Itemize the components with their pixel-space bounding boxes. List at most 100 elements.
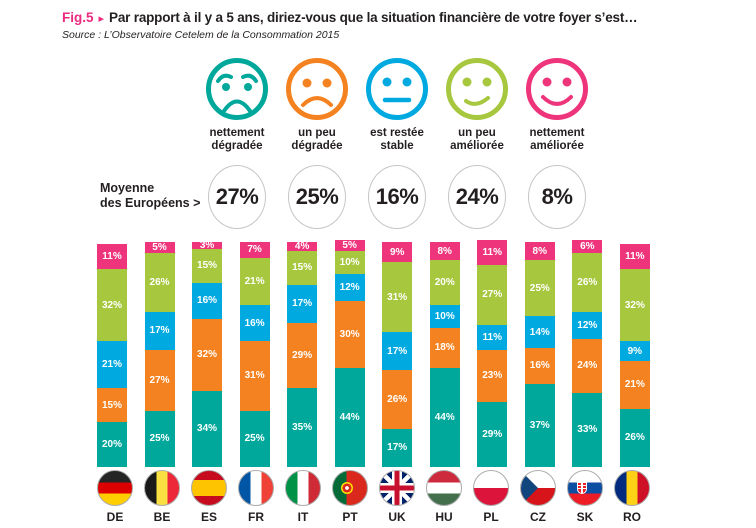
segment-value-label: 27% <box>482 289 503 301</box>
segment-value-label: 11% <box>482 246 502 258</box>
bars-row: 11% 32% 21% 15% 20% 5% 26% 17% 27% 25% 3% 15% 16% 32%… <box>97 239 650 467</box>
country-code-label: PT <box>342 510 358 524</box>
segment-value-label: 33% <box>577 424 598 436</box>
segment-FR-much-better: 7% <box>239 242 270 258</box>
segment-value-label: 37% <box>529 419 550 431</box>
flag-SK-icon <box>567 470 603 506</box>
smiley-very-sad-icon <box>206 58 268 120</box>
flag-DE-icon <box>97 470 133 506</box>
arrow-icon: ▸ <box>98 13 105 25</box>
bar-SK: 6% 26% 12% 24% 33% <box>572 239 603 467</box>
segment-HU-bit-better: 20% <box>429 260 460 305</box>
segment-value-label: 32% <box>624 299 645 311</box>
segment-BE-much-worse: 25% <box>144 410 175 467</box>
segment-value-label: 12% <box>339 281 360 293</box>
segment-UK-bit-worse: 26% <box>382 370 413 429</box>
segment-FR-stable: 16% <box>239 305 270 341</box>
average-much-worse: 27% <box>208 165 266 229</box>
segment-value-label: 25% <box>244 433 265 445</box>
average-bit-worse: 25% <box>288 165 346 229</box>
segment-CZ-bit-worse: 16% <box>524 347 555 384</box>
flag-BE-icon <box>144 470 180 506</box>
segment-DE-much-worse: 20% <box>97 422 127 467</box>
segment-BE-much-better: 5% <box>144 242 175 254</box>
segment-value-label: 32% <box>101 299 122 311</box>
segment-value-label: 24% <box>577 360 598 372</box>
segment-SK-much-better: 6% <box>572 239 603 254</box>
segment-RO-stable: 9% <box>619 341 650 362</box>
segment-FR-bit-better: 21% <box>239 257 270 305</box>
category-much-worse: nettement dégradée <box>197 56 277 153</box>
segment-value-label: 5% <box>152 242 167 254</box>
segment-PL-much-better: 11% <box>477 239 508 265</box>
segment-value-label: 9% <box>627 345 643 357</box>
segment-value-label: 31% <box>244 370 265 382</box>
flags-row: DE BE ES FR IT PT UK HU PL CZ SK RO <box>97 470 650 524</box>
segment-FR-much-worse: 25% <box>239 410 270 467</box>
country-code-label: RO <box>623 510 641 524</box>
flag-IT-icon <box>285 470 321 506</box>
segment-value-label: 16% <box>529 360 550 372</box>
flag-FR-icon <box>238 470 274 506</box>
smiley-slight-smile-icon <box>446 58 508 120</box>
segment-RO-much-better: 11% <box>619 244 650 269</box>
segment-value-label: 26% <box>624 432 645 444</box>
segment-value-label: 6% <box>580 241 595 252</box>
bar-IT: 4% 15% 17% 29% 35% <box>287 241 318 467</box>
flag-PL-icon <box>473 470 509 506</box>
category-label: nettement dégradée <box>209 127 265 153</box>
segment-DE-stable: 21% <box>97 341 127 389</box>
segment-FR-bit-worse: 31% <box>239 341 270 411</box>
country-code-label: FR <box>248 510 264 524</box>
smiley-happy-icon <box>526 58 588 120</box>
segment-value-label: 26% <box>387 394 408 405</box>
country-ES: ES <box>191 470 227 524</box>
flag-HU-icon <box>426 470 462 506</box>
segment-DE-bit-better: 32% <box>97 269 127 341</box>
segment-PL-bit-worse: 23% <box>477 350 508 402</box>
segment-UK-much-worse: 17% <box>382 428 413 467</box>
category-bit-worse: un peu dégradée <box>277 56 357 153</box>
segment-value-label: 44% <box>434 412 455 423</box>
segment-HU-much-better: 8% <box>429 242 460 260</box>
segment-ES-much-worse: 34% <box>192 390 223 467</box>
segment-IT-much-better: 4% <box>287 241 318 252</box>
smiley-neutral-icon <box>366 58 428 120</box>
segment-CZ-stable: 14% <box>524 316 555 348</box>
segment-RO-bit-worse: 21% <box>619 361 650 409</box>
segment-SK-bit-better: 26% <box>572 253 603 312</box>
segment-ES-much-better: 3% <box>192 239 223 251</box>
sentiment-legend: nettement dégradée un peu dégradée est res… <box>197 56 597 153</box>
country-BE: BE <box>144 470 180 524</box>
category-label: nettement améliorée <box>529 127 585 153</box>
segment-value-label: 3% <box>199 239 215 251</box>
segment-value-label: 17% <box>149 325 170 337</box>
segment-PL-bit-better: 27% <box>477 264 508 326</box>
bar-HU: 8% 20% 10% 18% 44% <box>429 242 460 467</box>
country-code-label: BE <box>153 510 171 524</box>
segment-value-label: 12% <box>577 319 598 331</box>
segment-PT-bit-worse: 30% <box>334 300 365 368</box>
country-PL: PL <box>473 470 509 524</box>
segment-value-label: 20% <box>101 439 122 450</box>
segment-value-label: 4% <box>294 241 310 252</box>
segment-value-label: 15% <box>292 262 313 274</box>
segment-value-label: 16% <box>197 295 218 306</box>
segment-value-label: 14% <box>529 326 550 338</box>
average-bit-better: 24% <box>448 165 506 229</box>
segment-BE-bit-worse: 27% <box>144 350 175 411</box>
bar-UK: 9% 31% 17% 26% 17% <box>382 242 413 467</box>
country-code-label: SK <box>576 510 594 524</box>
country-code-label: UK <box>388 510 406 524</box>
segment-value-label: 44% <box>339 412 360 423</box>
segment-HU-bit-worse: 18% <box>429 327 460 368</box>
country-code-label: IT <box>297 510 309 524</box>
segment-PT-much-worse: 44% <box>334 368 365 467</box>
segment-UK-stable: 17% <box>382 332 413 371</box>
segment-PT-bit-better: 10% <box>334 251 365 274</box>
segment-IT-stable: 17% <box>287 284 318 323</box>
country-RO: RO <box>614 470 650 524</box>
segment-SK-bit-worse: 24% <box>572 338 603 393</box>
average-stable: 16% <box>368 165 426 229</box>
country-UK: UK <box>379 470 415 524</box>
